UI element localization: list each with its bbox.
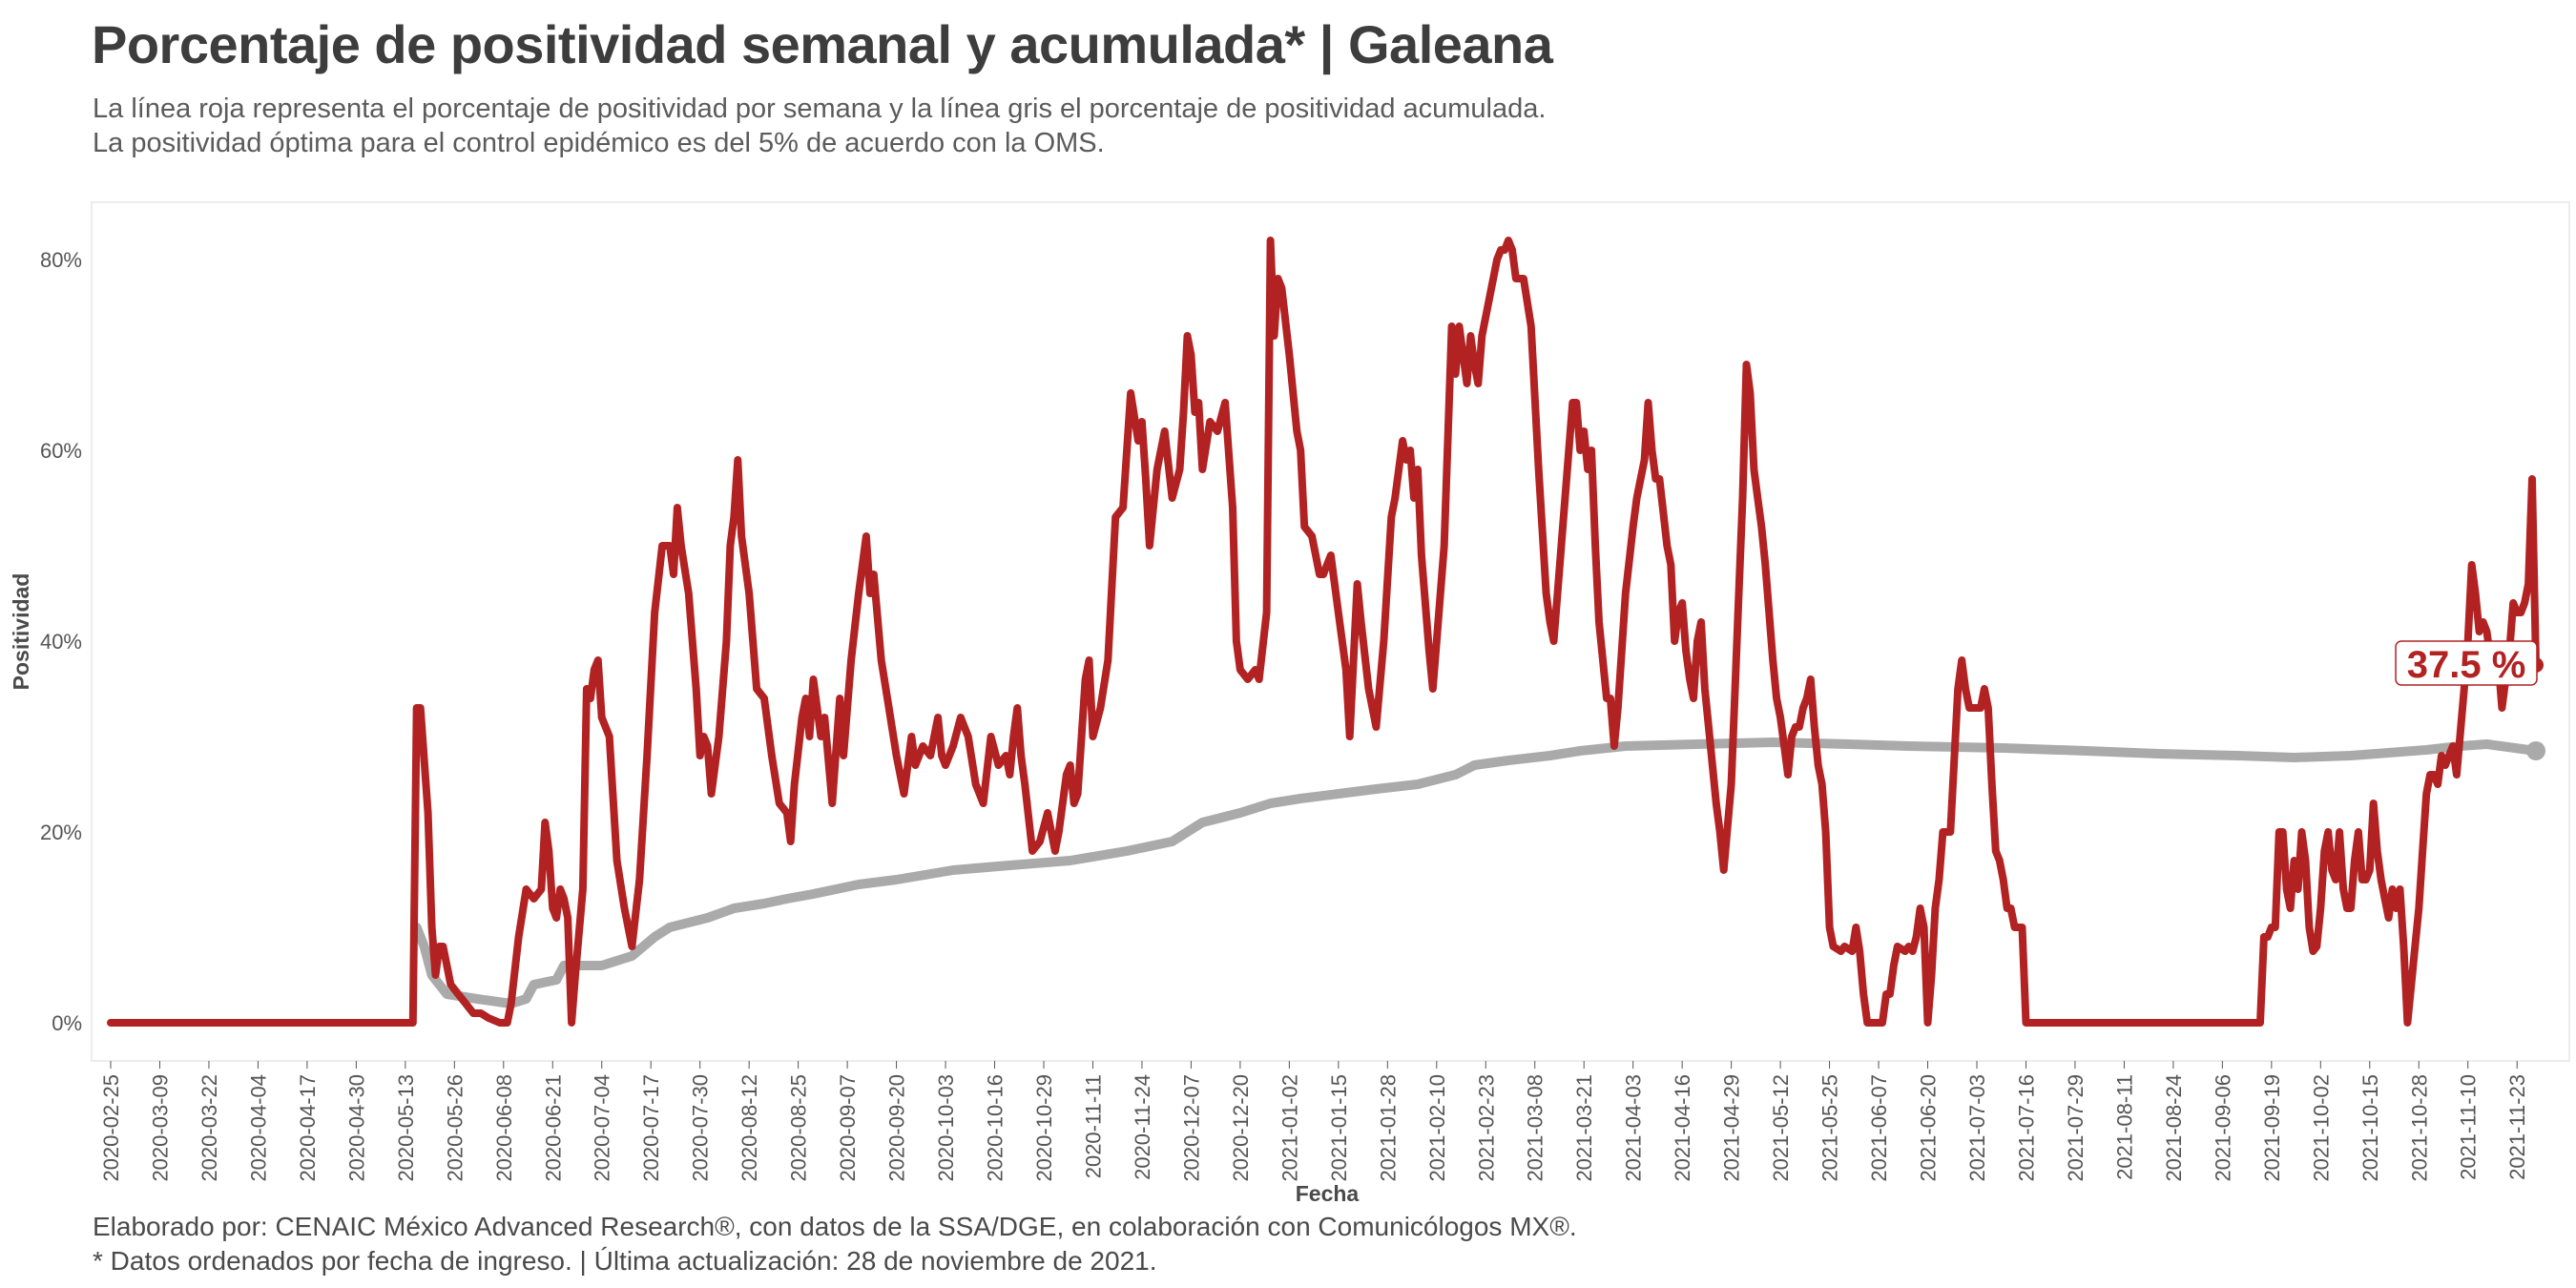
y-tick-label: 40%	[40, 630, 82, 654]
x-tick-label: 2021-07-29	[2064, 1074, 2088, 1182]
x-tick-label: 2021-04-16	[1671, 1074, 1694, 1182]
x-tick-label: 2021-09-19	[2260, 1074, 2284, 1182]
x-axis-title: Fecha	[1296, 1181, 1360, 1206]
x-tick-label: 2021-03-08	[1524, 1074, 1548, 1182]
x-tick-label: 2020-08-12	[737, 1074, 761, 1182]
x-tick-label: 2021-05-12	[1769, 1074, 1793, 1182]
x-tick-label: 2021-01-15	[1327, 1074, 1351, 1182]
x-tick-label: 2020-07-04	[591, 1074, 614, 1182]
x-tick-label: 2020-04-30	[344, 1074, 368, 1182]
x-tick-label: 2021-10-02	[2309, 1074, 2333, 1182]
x-tick-label: 2021-08-24	[2162, 1074, 2186, 1182]
x-tick-label: 2020-03-09	[148, 1074, 172, 1182]
x-tick-label: 2021-04-29	[1720, 1074, 1744, 1182]
x-tick-label: 2020-07-17	[639, 1074, 663, 1182]
last-value-box	[2395, 640, 2538, 686]
footer-credits: Elaborado por: CENAIC México Advanced Re…	[93, 1212, 1577, 1241]
plot-panel	[91, 201, 2570, 1062]
chart-subtitle-line1: La línea roja representa el porcentaje d…	[93, 93, 1547, 124]
x-tick-label: 2020-12-07	[1179, 1074, 1203, 1182]
cumulative-positivity-line	[411, 737, 2541, 1008]
y-tick-label: 80%	[40, 248, 82, 272]
cumulative-positivity-line-endpoint	[2526, 741, 2545, 760]
x-tick-label: 2021-05-25	[1818, 1074, 1842, 1182]
y-axis: 0% 20% 40% 60% 80%	[40, 248, 82, 1035]
x-tick-label: 2020-03-22	[197, 1074, 221, 1182]
x-tick-label: 2021-07-16	[2014, 1074, 2038, 1182]
x-tick-label: 2021-10-15	[2358, 1074, 2382, 1182]
x-tick-label: 2021-11-23	[2505, 1074, 2529, 1180]
series-layer	[107, 237, 2545, 1027]
x-tick-label: 2021-03-21	[1572, 1074, 1596, 1182]
x-tick-label: 2020-04-17	[296, 1074, 320, 1182]
x-tick-label: 2020-05-13	[394, 1074, 418, 1182]
chart-title: Porcentaje de positividad semanal y acum…	[92, 14, 1553, 74]
weekly-positivity-line	[107, 237, 2540, 1027]
footer-note: * Datos ordenados por fecha de ingreso. …	[93, 1246, 1157, 1276]
x-tick-label: 2021-01-28	[1376, 1074, 1400, 1182]
x-tick-label: 2021-02-10	[1425, 1074, 1449, 1182]
x-tick-label: 2020-11-11	[1081, 1074, 1105, 1178]
y-tick-label: 0%	[52, 1011, 82, 1035]
x-tick-label: 2021-02-23	[1474, 1074, 1498, 1182]
x-tick-label: 2021-08-11	[2112, 1074, 2136, 1180]
x-tick-label: 2020-12-20	[1229, 1074, 1253, 1182]
y-tick-label: 60%	[40, 439, 82, 463]
x-tick-label: 2020-02-25	[99, 1074, 123, 1182]
x-tick-label: 2021-01-02	[1278, 1074, 1301, 1182]
x-tick-label: 2020-10-29	[1032, 1074, 1056, 1182]
x-tick-label: 2020-06-08	[492, 1074, 516, 1182]
x-tick-label: 2021-09-06	[2211, 1074, 2234, 1182]
x-tick-label: 2021-06-07	[1867, 1074, 1891, 1182]
last-value-label: 37.5 %	[2407, 644, 2526, 686]
x-tick-label: 2020-07-30	[689, 1074, 713, 1182]
x-tick-label: 2020-09-07	[836, 1074, 860, 1182]
x-axis: 2020-02-25 2020-03-09 2020-03-22 2020-04-04…	[99, 1061, 2529, 1182]
x-tick-label: 2020-10-03	[934, 1074, 958, 1182]
x-tick-label: 2020-09-20	[885, 1074, 909, 1182]
x-tick-label: 2021-04-03	[1622, 1074, 1646, 1182]
x-tick-label: 2020-06-21	[541, 1074, 565, 1182]
y-axis-title: Positividad	[9, 573, 33, 691]
chart-subtitle-line2: La positividad óptima para el control ep…	[93, 128, 1105, 158]
y-tick-label: 20%	[40, 821, 82, 844]
x-tick-label: 2020-11-24	[1131, 1074, 1154, 1180]
x-tick-label: 2021-07-03	[1965, 1074, 1989, 1182]
last-value-label-group: 37.5 %	[2395, 640, 2538, 686]
x-tick-label: 2020-04-04	[246, 1074, 270, 1182]
x-tick-label: 2021-10-28	[2407, 1074, 2431, 1182]
x-tick-label: 2020-08-25	[787, 1074, 811, 1182]
x-tick-label: 2020-05-26	[443, 1074, 467, 1182]
x-tick-label: 2021-11-10	[2457, 1074, 2481, 1180]
x-tick-label: 2021-06-20	[1917, 1074, 1941, 1182]
x-tick-label: 2020-10-16	[984, 1074, 1008, 1182]
